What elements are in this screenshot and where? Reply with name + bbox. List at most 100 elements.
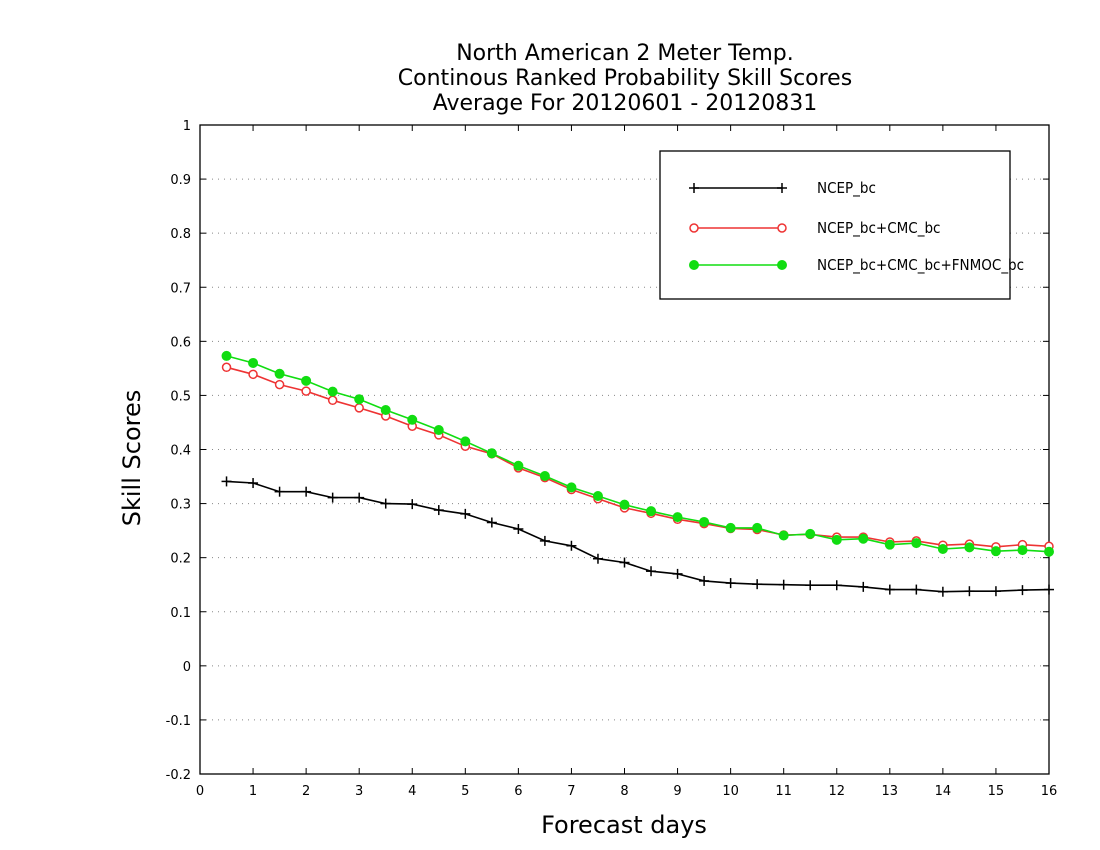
legend-marker [689, 183, 699, 193]
x-axis-ticks: 0 1 2 3 4 5 6 7 8 9 10 11 12 13 14 15 16 [196, 125, 1057, 799]
y-tick-label: 0.6 [170, 335, 191, 350]
y-tick-label: 0 [183, 660, 191, 675]
data-point [646, 566, 657, 577]
series-lines [221, 350, 1054, 597]
legend-entry: NCEP_bc [689, 179, 876, 198]
y-tick-label: -0.2 [166, 768, 191, 783]
data-point [460, 508, 471, 519]
legend-marker [777, 260, 787, 270]
title-line-3: Average For 20120601 - 20120831 [433, 91, 818, 116]
data-point [274, 486, 285, 497]
data-point [248, 369, 258, 380]
data-point [672, 568, 683, 579]
data-point [619, 557, 630, 568]
y-tick-label: 0.9 [170, 173, 191, 188]
y-tick-label: 0.2 [170, 552, 191, 567]
data-point [592, 491, 603, 502]
data-point [937, 586, 948, 597]
data-point [831, 534, 842, 545]
data-point [221, 350, 232, 361]
legend-label: NCEP_bc+CMC_bc [817, 219, 940, 238]
data-point [274, 379, 285, 390]
data-point [486, 448, 497, 459]
x-tick-label: 4 [408, 784, 416, 799]
data-point [354, 394, 365, 405]
x-tick-label: 16 [1041, 784, 1058, 799]
data-point [699, 575, 710, 586]
data-point [1044, 584, 1054, 595]
data-point [672, 512, 683, 523]
legend-marker [777, 223, 787, 233]
data-point [592, 553, 603, 564]
x-tick-label: 14 [935, 784, 952, 799]
series-line [226, 355, 1050, 553]
x-tick-label: 1 [249, 784, 257, 799]
legend-label: NCEP_bc [817, 179, 876, 198]
x-tick-label: 10 [722, 784, 739, 799]
data-point [486, 517, 497, 528]
data-point [301, 375, 312, 386]
series-line [226, 480, 1050, 593]
data-point [354, 492, 365, 503]
x-tick-label: 12 [828, 784, 845, 799]
data-point [433, 425, 444, 436]
data-point [884, 539, 895, 550]
series-0 [221, 476, 1054, 597]
data-point [380, 405, 391, 416]
data-point [248, 357, 259, 368]
x-tick-label: 13 [882, 784, 899, 799]
x-tick-label: 6 [514, 784, 522, 799]
series-1 [221, 362, 1054, 552]
y-tick-label: 1 [183, 119, 191, 134]
data-point [990, 546, 1001, 557]
data-point [858, 581, 869, 592]
data-point [539, 535, 550, 546]
y-tick-label: 0.1 [170, 606, 191, 621]
y-tick-label: -0.1 [166, 714, 191, 729]
y-tick-label: 0.4 [170, 444, 191, 459]
legend-box [659, 150, 1011, 300]
x-tick-label: 5 [461, 784, 469, 799]
y-axis-label: Skill Scores [118, 390, 146, 527]
data-point [778, 530, 789, 541]
chart-title: North American 2 Meter Temp. Continous R… [398, 41, 852, 116]
x-tick-label: 15 [988, 784, 1005, 799]
data-point [725, 578, 736, 589]
data-point [752, 522, 763, 533]
data-point [539, 471, 550, 482]
x-tick-label: 8 [620, 784, 628, 799]
data-point [380, 498, 391, 509]
x-tick-label: 9 [673, 784, 681, 799]
x-tick-label: 3 [355, 784, 363, 799]
data-point [460, 436, 471, 447]
data-point [752, 579, 763, 590]
data-point [1017, 545, 1028, 556]
data-point [274, 368, 285, 379]
data-point [327, 395, 338, 406]
data-point [513, 524, 524, 535]
x-axis-label: Forecast days [541, 811, 707, 839]
data-point [1044, 546, 1054, 557]
legend: NCEP_bc NCEP_bc+CMC_bc NCEP_bc+CMC_bc+FNMO… [659, 150, 1024, 300]
data-point [964, 542, 975, 553]
data-point [990, 586, 1001, 597]
data-point [301, 386, 311, 396]
data-point [221, 362, 232, 373]
series-2 [221, 350, 1054, 557]
y-tick-label: 0.8 [170, 227, 191, 242]
x-tick-label: 2 [302, 784, 310, 799]
title-line-2: Continous Ranked Probability Skill Score… [398, 66, 852, 91]
y-tick-label: 0.3 [170, 498, 191, 513]
legend-marker [689, 223, 699, 233]
x-tick-label: 11 [775, 784, 792, 799]
title-line-1: North American 2 Meter Temp. [456, 41, 794, 66]
data-point [433, 505, 444, 516]
series-line [226, 366, 1050, 548]
x-tick-label: 7 [567, 784, 575, 799]
data-point [911, 538, 922, 549]
data-point [778, 579, 789, 590]
data-point [964, 586, 975, 597]
data-point [805, 580, 816, 591]
data-point [327, 386, 338, 397]
